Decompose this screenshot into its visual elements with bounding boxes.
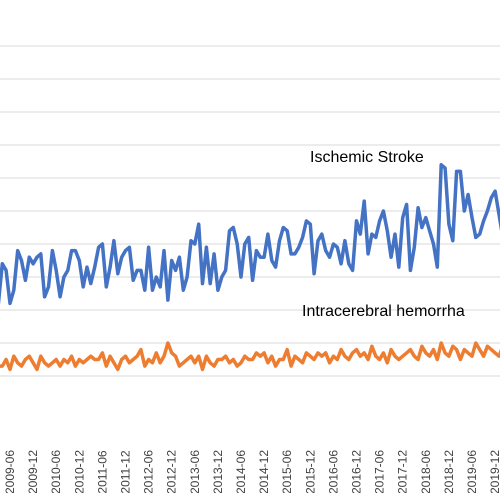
x-tick-label: 2015-06 <box>280 450 294 493</box>
x-tick-label: 2015-12 <box>303 450 317 493</box>
x-tick-label: 2013-06 <box>188 450 202 493</box>
x-tick-label: 2011-12 <box>119 450 133 493</box>
x-tick-label: 2019-06 <box>465 450 479 493</box>
x-tick-label: 2010-12 <box>72 450 86 493</box>
x-tick-label: 2013-12 <box>211 450 225 493</box>
x-tick-label: 2014-06 <box>234 450 248 493</box>
x-tick-label: 2019-12 <box>488 450 500 493</box>
x-tick-label: 2018-06 <box>419 450 433 493</box>
series-line-ischemic-stroke <box>0 163 500 306</box>
x-tick-label: 2011-06 <box>95 450 109 493</box>
series-label-ischemic-stroke: Ischemic Stroke <box>310 149 424 166</box>
x-tick-label: 2012-12 <box>165 450 179 493</box>
gridlines <box>0 45 500 377</box>
series-label-intracerebral-hemorrhage: Intracerebral hemorrha <box>302 303 465 320</box>
x-tick-label: 2012-06 <box>142 450 156 493</box>
x-tick-label: 2016-06 <box>326 450 340 493</box>
x-tick-label: 2017-12 <box>396 450 410 493</box>
x-tick-label: 2009-06 <box>3 450 17 493</box>
x-tick-label: 2010-06 <box>49 450 63 493</box>
x-tick-label: 2009-12 <box>26 450 40 493</box>
x-axis-tick-labels: 2009-06 2009-12 2010-06 2010-12 2011-06 2011-… <box>3 450 500 493</box>
x-tick-label: 2016-12 <box>350 450 364 493</box>
x-tick-label: 2018-12 <box>442 450 456 493</box>
series-line-intracerebral-hemorrhage <box>0 341 500 372</box>
x-tick-label: 2017-06 <box>373 450 387 493</box>
x-tick-label: 2014-12 <box>257 450 271 493</box>
